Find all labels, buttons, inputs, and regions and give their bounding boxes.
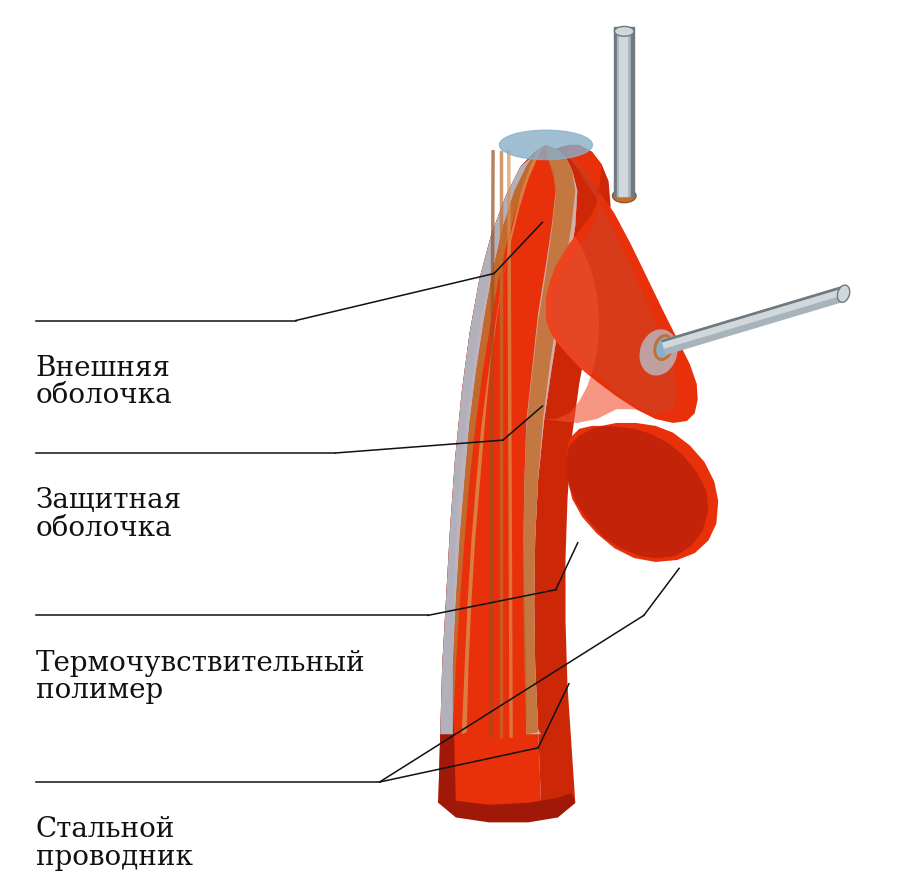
- Polygon shape: [462, 147, 543, 734]
- Ellipse shape: [613, 191, 636, 201]
- Polygon shape: [524, 145, 577, 734]
- Polygon shape: [524, 145, 575, 734]
- Text: Термочувствительный: Термочувствительный: [36, 650, 365, 677]
- Ellipse shape: [653, 334, 673, 361]
- Polygon shape: [565, 426, 708, 558]
- Polygon shape: [554, 145, 677, 415]
- Ellipse shape: [613, 189, 636, 203]
- Ellipse shape: [640, 329, 678, 375]
- Ellipse shape: [500, 130, 592, 160]
- Polygon shape: [546, 145, 698, 423]
- Text: полимер: полимер: [36, 677, 163, 704]
- Ellipse shape: [656, 337, 670, 358]
- Polygon shape: [535, 145, 610, 817]
- Polygon shape: [438, 793, 575, 822]
- Polygon shape: [662, 286, 846, 355]
- Text: оболочка: оболочка: [36, 514, 173, 541]
- Polygon shape: [565, 423, 718, 562]
- Polygon shape: [438, 145, 546, 803]
- Polygon shape: [662, 289, 844, 349]
- Text: проводник: проводник: [36, 843, 193, 870]
- Ellipse shape: [615, 26, 634, 36]
- Text: Внешняя: Внешняя: [36, 354, 171, 382]
- Text: оболочка: оболочка: [36, 382, 173, 409]
- Polygon shape: [546, 237, 636, 423]
- Text: Стальной: Стальной: [36, 816, 176, 843]
- Text: Защитная: Защитная: [36, 487, 182, 514]
- Polygon shape: [440, 145, 546, 734]
- Ellipse shape: [837, 285, 850, 302]
- Polygon shape: [453, 145, 546, 734]
- Polygon shape: [662, 286, 842, 343]
- Polygon shape: [438, 145, 577, 817]
